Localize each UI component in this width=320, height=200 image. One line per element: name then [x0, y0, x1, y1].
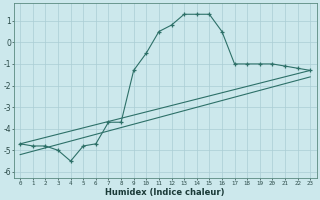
X-axis label: Humidex (Indice chaleur): Humidex (Indice chaleur)	[106, 188, 225, 197]
